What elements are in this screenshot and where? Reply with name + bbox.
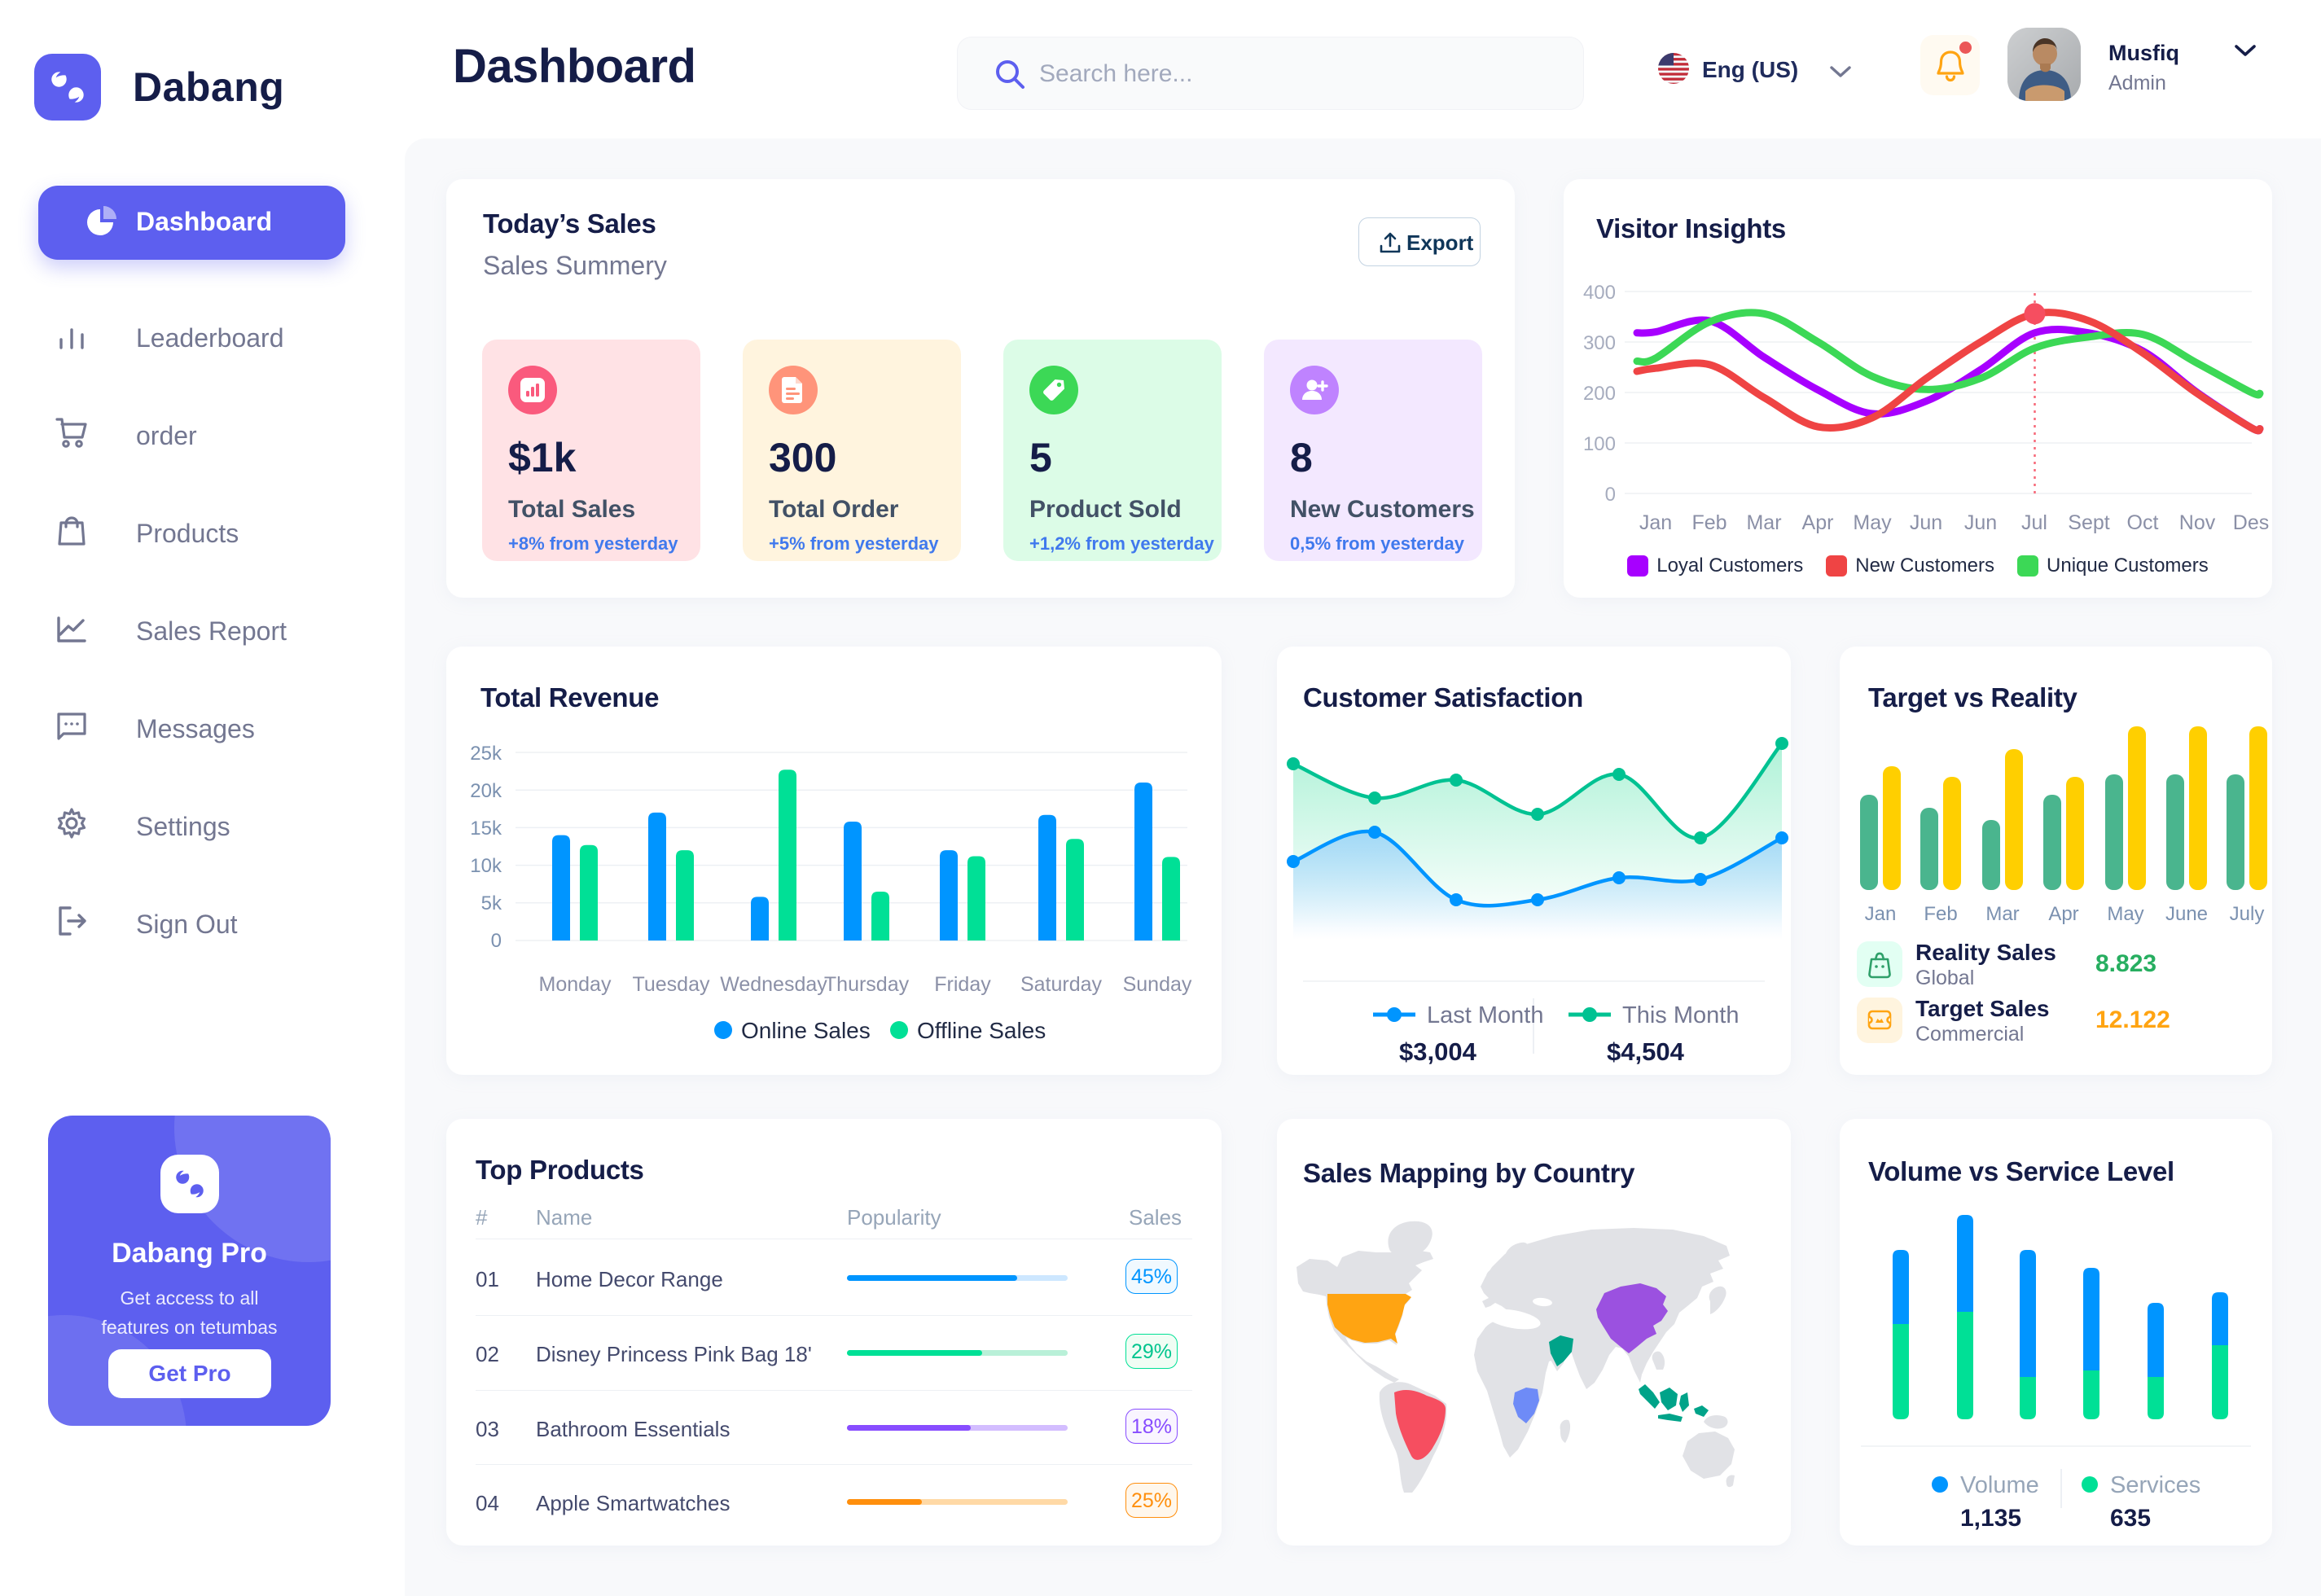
svg-text:Feb: Feb xyxy=(1691,511,1726,534)
svg-text:Sept: Sept xyxy=(2068,511,2109,534)
svg-text:July: July xyxy=(2230,903,2265,925)
svg-text:Wednesday: Wednesday xyxy=(720,973,827,996)
svg-text:1,135: 1,135 xyxy=(1960,1505,2021,1532)
svg-text:12.122: 12.122 xyxy=(2095,1006,2170,1033)
svg-text:5k: 5k xyxy=(481,892,502,914)
svg-text:Tuesday: Tuesday xyxy=(633,973,710,996)
svg-text:Nov: Nov xyxy=(2179,511,2216,534)
svg-text:Online Sales: Online Sales xyxy=(741,1018,871,1043)
svg-text:Mar: Mar xyxy=(1985,903,2019,925)
svg-text:15k: 15k xyxy=(470,818,502,840)
svg-text:400: 400 xyxy=(1583,282,1616,304)
svg-text:Volume: Volume xyxy=(1960,1472,2039,1498)
svg-text:$3,004: $3,004 xyxy=(1399,1037,1477,1066)
svg-text:Last Month: Last Month xyxy=(1427,1002,1543,1028)
svg-text:8.823: 8.823 xyxy=(2095,950,2156,977)
svg-text:Target Sales: Target Sales xyxy=(1915,996,2049,1021)
svg-text:Apr: Apr xyxy=(2048,903,2078,925)
svg-text:Global: Global xyxy=(1915,967,1974,989)
svg-text:Jan: Jan xyxy=(1865,903,1897,925)
svg-text:Thursday: Thursday xyxy=(824,973,910,996)
svg-text:Services: Services xyxy=(2110,1472,2200,1498)
svg-text:Oct: Oct xyxy=(2127,511,2159,534)
svg-text:Des: Des xyxy=(2233,511,2269,534)
svg-text:Monday: Monday xyxy=(539,973,612,996)
svg-text:10k: 10k xyxy=(470,855,502,877)
svg-text:Apr: Apr xyxy=(1802,511,1834,534)
svg-text:$4,504: $4,504 xyxy=(1607,1037,1685,1066)
svg-text:20k: 20k xyxy=(470,780,502,802)
svg-text:0: 0 xyxy=(1605,484,1616,506)
svg-text:May: May xyxy=(1853,511,1892,534)
svg-text:Friday: Friday xyxy=(934,973,991,996)
svg-text:June: June xyxy=(2165,903,2208,925)
svg-text:Saturday: Saturday xyxy=(1020,973,1103,996)
svg-text:25k: 25k xyxy=(470,743,502,765)
svg-text:Commercial: Commercial xyxy=(1915,1023,2024,1046)
svg-text:Jul: Jul xyxy=(2021,511,2047,534)
svg-text:Mar: Mar xyxy=(1746,511,1781,534)
svg-text:Offline Sales: Offline Sales xyxy=(917,1018,1046,1043)
svg-text:Feb: Feb xyxy=(1924,903,1957,925)
svg-text:635: 635 xyxy=(2110,1505,2151,1532)
svg-text:May: May xyxy=(2107,903,2143,925)
svg-text:Jun: Jun xyxy=(1910,511,1942,534)
svg-text:200: 200 xyxy=(1583,383,1616,405)
svg-text:Reality Sales: Reality Sales xyxy=(1915,940,2056,965)
svg-text:0: 0 xyxy=(491,930,502,952)
svg-text:Sunday: Sunday xyxy=(1123,973,1192,996)
svg-text:Jan: Jan xyxy=(1639,511,1672,534)
svg-text:This Month: This Month xyxy=(1622,1002,1739,1028)
svg-text:Jun: Jun xyxy=(1964,511,1997,534)
svg-text:100: 100 xyxy=(1583,433,1616,455)
svg-text:300: 300 xyxy=(1583,332,1616,354)
